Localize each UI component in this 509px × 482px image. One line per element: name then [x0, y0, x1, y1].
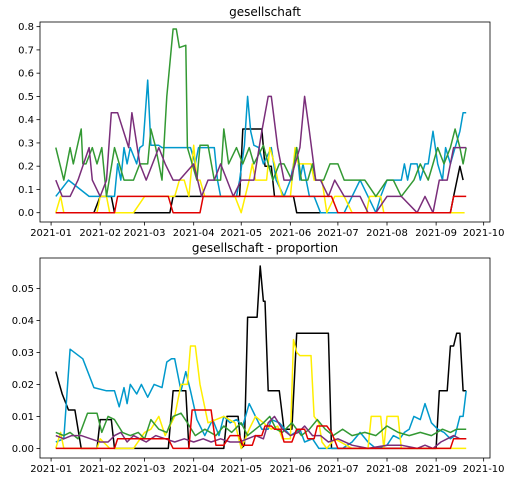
- chart-title: gesellschaft - proportion: [192, 241, 338, 255]
- series-line-1: [55, 265, 467, 450]
- y-tick-label: 0.6: [18, 69, 34, 80]
- y-tick-label: 0.0: [18, 208, 34, 219]
- x-tick-label: 2021-10: [463, 464, 505, 475]
- series-line-6: [55, 195, 467, 214]
- y-tick-label: 0.03: [12, 348, 34, 359]
- y-tick-label: 0.01: [12, 412, 34, 423]
- y-tick-label: 0.02: [12, 380, 34, 391]
- x-tick-label: 2021-03: [124, 464, 166, 475]
- x-tick-label: 2021-03: [124, 228, 166, 239]
- x-tick-label: 2021-08: [366, 228, 408, 239]
- y-tick-label: 0.00: [12, 444, 34, 455]
- y-tick-label: 0.8: [18, 22, 34, 33]
- y-tick-label: 0.3: [18, 138, 34, 149]
- chart-title: gesellschaft: [229, 5, 301, 19]
- x-tick-label: 2021-05: [220, 228, 262, 239]
- x-tick-label: 2021-04: [173, 228, 215, 239]
- x-tick-label: 2021-04: [173, 464, 215, 475]
- series-line-5: [55, 95, 467, 214]
- x-tick-label: 2021-05: [220, 464, 262, 475]
- y-tick-label: 0.7: [18, 45, 34, 56]
- x-tick-label: 2021-10: [463, 228, 505, 239]
- x-tick-label: 2021-02: [79, 464, 121, 475]
- x-tick-label: 2021-07: [317, 228, 359, 239]
- y-tick-label: 0.5: [18, 92, 34, 103]
- x-tick-label: 2021-06: [269, 464, 311, 475]
- series-line-4: [55, 28, 467, 198]
- series-line-4: [55, 412, 467, 440]
- y-tick-label: 0.2: [18, 162, 34, 173]
- y-tick-label: 0.1: [18, 185, 34, 196]
- plot-frame: [39, 21, 491, 223]
- x-tick-label: 2021-07: [317, 464, 359, 475]
- y-tick-label: 0.04: [12, 316, 34, 327]
- x-tick-label: 2021-09: [415, 228, 457, 239]
- x-tick-label: 2021-09: [415, 464, 457, 475]
- series-line-6: [55, 409, 467, 450]
- x-tick-label: 2021-01: [30, 228, 72, 239]
- x-tick-label: 2021-01: [30, 464, 72, 475]
- x-tick-label: 2021-06: [269, 228, 311, 239]
- plot-frame: [39, 257, 491, 459]
- x-tick-label: 2021-08: [366, 464, 408, 475]
- series-line-5: [55, 415, 467, 450]
- series-line-3: [55, 338, 467, 450]
- y-tick-label: 0.4: [18, 115, 34, 126]
- x-tick-label: 2021-02: [79, 228, 121, 239]
- chart-gesellschaft: gesellschaft 2021-01 2021-02 2021-03 2021-04…: [18, 5, 504, 239]
- y-tick-label: 0.05: [12, 284, 34, 295]
